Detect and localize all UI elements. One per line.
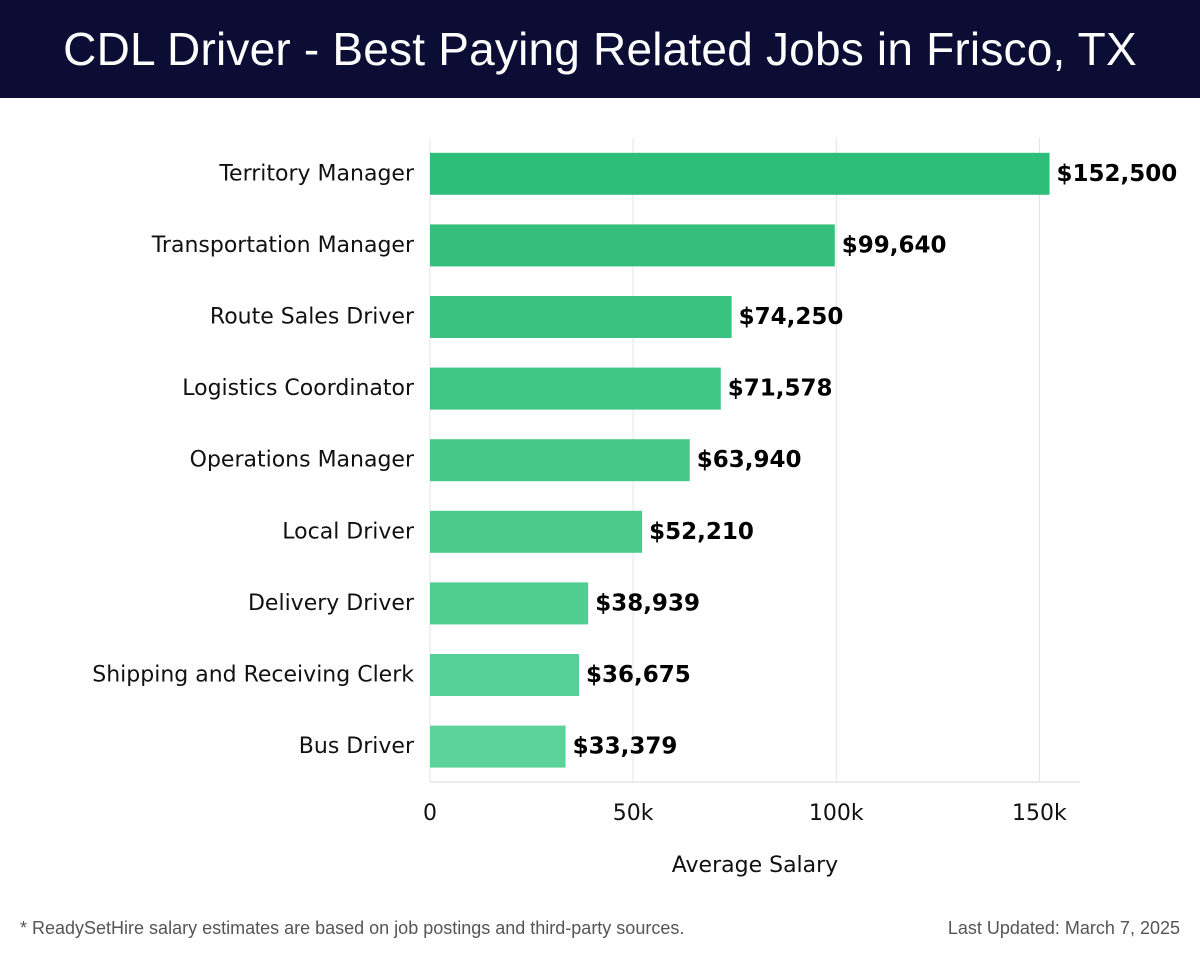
value-label: $33,379 [573,734,678,760]
x-tick-label: 150k [1012,801,1067,826]
value-label: $63,940 [697,447,802,473]
page-title: CDL Driver - Best Paying Related Jobs in… [63,23,1137,75]
value-label: $99,640 [842,232,947,258]
x-tick-label: 0 [423,801,437,826]
category-label: Transportation Manager [151,233,415,258]
value-label: $52,210 [649,519,754,545]
footer-disclaimer: * ReadySetHire salary estimates are base… [20,918,685,938]
x-tick-label: 50k [613,801,654,826]
category-label: Logistics Coordinator [182,376,415,401]
header-banner: CDL Driver - Best Paying Related Jobs in… [0,0,1200,98]
x-tick-label: 100k [809,801,864,826]
value-label: $71,578 [728,376,833,402]
value-label: $36,675 [586,662,691,688]
x-axis-title: Average Salary [672,853,838,878]
category-label: Territory Manager [218,161,415,186]
footer-last-updated: Last Updated: March 7, 2025 [947,918,1180,938]
value-label: $38,939 [595,590,700,616]
category-label: Operations Manager [190,448,415,473]
bar-operations-manager [430,439,690,482]
bar-delivery-driver [430,582,589,625]
category-label: Local Driver [282,519,415,544]
bar-route-sales-driver [430,296,732,338]
value-label: $74,250 [739,304,844,330]
category-label: Delivery Driver [248,591,415,616]
salary-bar-chart: Territory Manager $152,500 Transportation … [92,138,1178,878]
bar-shipping-and-receiving-clerk [430,654,579,696]
category-label: Shipping and Receiving Clerk [92,663,414,688]
bar-transportation-manager [430,224,835,267]
bar-local-driver [430,510,643,553]
category-label: Bus Driver [299,734,415,759]
category-label: Route Sales Driver [210,305,415,330]
bar-territory-manager [430,152,1050,195]
value-label: $152,500 [1057,161,1178,187]
bar-bus-driver [430,725,566,768]
bar-logistics-coordinator [430,367,721,410]
